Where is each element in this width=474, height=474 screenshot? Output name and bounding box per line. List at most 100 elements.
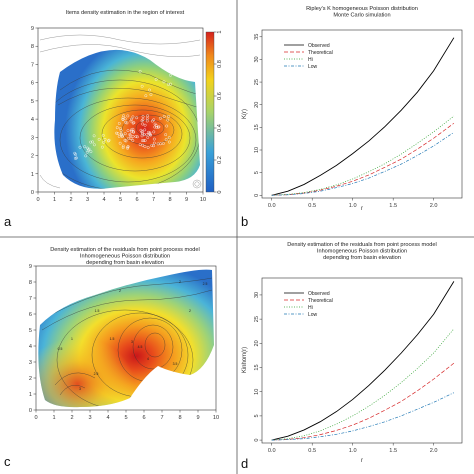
legend-label: Low [308, 64, 318, 70]
contour-label: 4.5 [138, 345, 143, 349]
panel-b-plot-area [261, 29, 463, 199]
contour-label: 3.5 [173, 362, 178, 366]
item-point [127, 136, 131, 140]
item-point [140, 84, 144, 88]
panel-d-ytick-label: 30 [254, 292, 260, 298]
panel-a-ytick-label: 4 [31, 117, 34, 123]
item-point [103, 137, 107, 141]
item-point [129, 128, 133, 132]
item-point [115, 126, 119, 130]
item-point [93, 143, 96, 147]
item-point [131, 115, 135, 119]
item-point [124, 139, 128, 143]
panel-b-ytick-label: 25 [254, 79, 260, 85]
panel-a: Items density estimation in the region o… [4, 10, 223, 229]
item-point [74, 156, 77, 160]
panel-c-xtick-label: 4 [106, 415, 109, 421]
panel-d-ytick-label: 10 [254, 389, 260, 395]
panel-c-xtick-label: 5 [124, 415, 127, 421]
panel-a-outer-contours [39, 34, 202, 189]
panel-c-letter: c [4, 454, 11, 469]
panel-c-contour-labels: 2 2 2.5 1.5 1 0.5 1.5 3 4 2.5 3 3.5 4.5 2 [58, 280, 208, 391]
panel-a-colorbar [205, 31, 215, 193]
item-point [161, 142, 165, 145]
panel-b-ytick-label: 10 [254, 147, 260, 153]
item-point [156, 125, 160, 129]
item-point [126, 146, 129, 150]
panel-c-ytick-label: 8 [29, 280, 32, 286]
panel-b-title-line: Monte Carlo simulation [333, 13, 390, 19]
panel-c-xtick-label: 9 [196, 415, 199, 421]
item-point [145, 117, 149, 120]
item-point [89, 140, 93, 144]
item-point [121, 134, 125, 138]
panel-c-xtick-label: 3 [88, 415, 91, 421]
item-point [122, 114, 125, 118]
panel-c-ytick-label: 1 [29, 392, 32, 398]
panel-c-xtick-label: 1 [52, 415, 55, 421]
item-point [78, 145, 82, 149]
item-point [141, 132, 145, 136]
panel-a-ytick-label: 0 [31, 190, 34, 196]
panel-a-points [73, 69, 172, 160]
contour-label: 3 [79, 387, 81, 391]
panel-d-xtick-label: 2.0 [430, 448, 438, 454]
panel-b-ytick-label: 30 [254, 56, 260, 62]
item-point [146, 114, 150, 118]
item-point [126, 145, 130, 149]
item-point [146, 136, 150, 139]
item-point [119, 132, 123, 136]
item-point [119, 129, 123, 133]
item-point [143, 145, 147, 148]
item-point [152, 141, 156, 145]
item-point [107, 138, 111, 142]
panel-b-xlabel: r [361, 206, 363, 212]
item-point [150, 144, 154, 147]
panel-b-xtick-label: 1.0 [349, 203, 357, 209]
panel-b-ytick-label: 20 [254, 102, 260, 108]
panel-a-xtick-label: 9 [185, 197, 188, 203]
item-point [148, 132, 152, 136]
panel-c-xtick-label: 0 [34, 415, 37, 421]
panel-a-ytick-label: 1 [31, 172, 34, 178]
panel-b-series-theoretical [271, 122, 455, 196]
item-point [167, 115, 170, 118]
item-point [131, 121, 135, 125]
item-point [140, 130, 144, 134]
item-point [117, 122, 121, 125]
panel-a-xtick-label: 2 [69, 197, 72, 203]
legend-label: Theoretical [308, 298, 333, 304]
contour-label: 2 [189, 309, 191, 313]
panel-d-letter: d [241, 456, 248, 471]
contour-label: 0.5 [58, 347, 63, 351]
item-point [129, 119, 133, 123]
item-point [85, 150, 89, 154]
item-point [141, 122, 145, 126]
contour-label: 2.5 [94, 372, 99, 376]
panel-a-xtick-label: 4 [102, 197, 105, 203]
colorbar-tick-label: 0.6 [217, 92, 223, 100]
panel-c-title-line: Inhomogeneous Poisson distribution [80, 254, 170, 260]
panel-c-ytick-label: 0 [29, 408, 32, 414]
panel-d-xtick-label: 1.0 [349, 448, 357, 454]
legend-label: Low [308, 312, 318, 318]
legend-label: Hi [308, 305, 313, 311]
item-point [141, 115, 145, 118]
panel-c-xtick-label: 8 [178, 415, 181, 421]
panel-d-ytick-label: 20 [254, 340, 260, 346]
item-point [117, 135, 121, 138]
panel-b-ytick-label: 35 [254, 34, 260, 40]
item-point [158, 116, 162, 120]
panel-d-series-observed [271, 281, 455, 441]
item-point [116, 132, 120, 136]
item-point [126, 114, 130, 118]
item-point [148, 88, 151, 92]
panel-a-ytick-label: 6 [31, 81, 34, 87]
panel-a-ytick-label: 3 [31, 135, 34, 141]
legend-label: Hi [308, 57, 313, 63]
item-point [126, 129, 130, 133]
panel-a-ytick-label: 8 [31, 44, 34, 50]
item-point [135, 135, 139, 139]
